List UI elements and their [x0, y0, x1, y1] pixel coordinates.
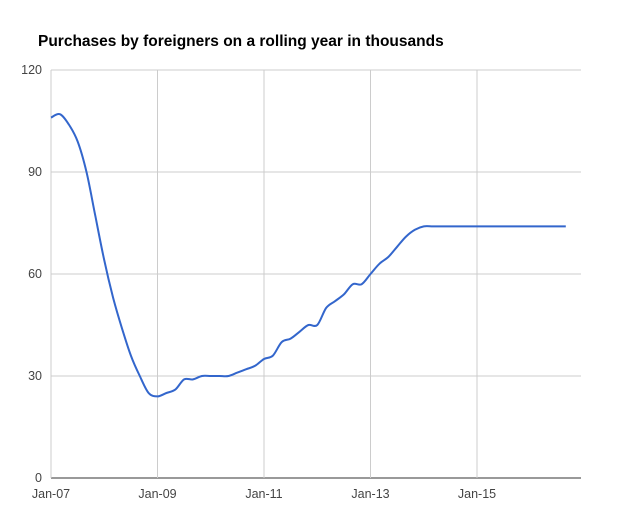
y-tick-label: 60 [28, 267, 42, 281]
y-tick-label: 90 [28, 165, 42, 179]
y-tick-label: 30 [28, 369, 42, 383]
series-layer [50, 113, 566, 398]
axis-tick-labels: 0 30 60 90 120 Jan-07 Jan-09 Jan-11 Jan-13 Jan-15 [21, 63, 496, 501]
x-tick-label: Jan-09 [138, 487, 176, 501]
grid-lines [50, 69, 581, 479]
x-tick-label: Jan-15 [458, 487, 496, 501]
series-line [50, 113, 566, 398]
y-tick-label: 0 [35, 471, 42, 485]
y-tick-label: 120 [21, 63, 42, 77]
x-tick-label: Jan-11 [245, 487, 282, 501]
chart-title: Purchases by foreigners on a rolling yea… [38, 33, 444, 50]
x-tick-label: Jan-13 [351, 487, 389, 501]
x-tick-label: Jan-07 [32, 487, 70, 501]
